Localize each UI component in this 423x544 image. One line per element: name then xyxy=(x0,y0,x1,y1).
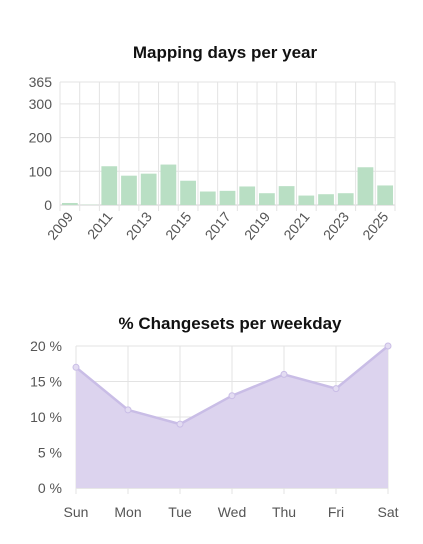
x-tick-label: Tue xyxy=(168,504,192,520)
bar xyxy=(180,180,196,205)
x-tick-label: Sun xyxy=(64,504,89,520)
data-point xyxy=(124,406,132,414)
data-point xyxy=(384,342,392,350)
y-tick-label: 100 xyxy=(29,163,53,179)
bar xyxy=(199,191,216,205)
y-tick-label: 10 % xyxy=(30,409,62,425)
y-tick-label: 300 xyxy=(29,96,53,112)
data-point xyxy=(176,420,184,428)
bar xyxy=(219,190,236,205)
bar xyxy=(377,185,394,205)
bar xyxy=(121,175,137,205)
y-tick-label: 0 xyxy=(44,197,52,213)
bar xyxy=(298,195,315,205)
x-tick-label: 2017 xyxy=(202,208,234,242)
x-tick-label: 2023 xyxy=(320,208,352,242)
y-tick-label: 5 % xyxy=(38,445,62,461)
y-tick-label: 200 xyxy=(29,130,53,146)
y-tick-label: 15 % xyxy=(30,374,62,390)
x-tick-label: 2021 xyxy=(280,208,312,242)
x-tick-label: 2009 xyxy=(44,208,76,242)
chart-title: % Changesets per weekday xyxy=(118,314,342,333)
x-tick-label: 2013 xyxy=(123,208,155,242)
x-tick-label: Mon xyxy=(114,504,141,520)
y-tick-label: 0 % xyxy=(38,480,62,496)
bar xyxy=(278,186,295,205)
data-point xyxy=(72,363,80,371)
x-tick-label: Wed xyxy=(218,504,247,520)
data-point xyxy=(280,370,288,378)
bar xyxy=(337,193,354,205)
bar xyxy=(101,166,118,205)
bar xyxy=(61,202,78,205)
bar xyxy=(357,167,374,205)
x-tick-label: Sat xyxy=(377,504,398,520)
y-tick-label: 365 xyxy=(29,74,53,90)
bar xyxy=(259,193,275,205)
mapping-days-chart: Mapping days per year 0 100 200 300 365 2009 2… xyxy=(0,0,423,270)
data-point xyxy=(332,385,340,393)
bar xyxy=(140,173,157,205)
bar xyxy=(318,194,334,205)
y-tick-label: 20 % xyxy=(30,338,62,354)
changesets-weekday-chart: % Changesets per weekday 0 % 5 % 10 % 15 % 2… xyxy=(0,300,423,544)
x-tick-label: 2011 xyxy=(84,208,116,242)
x-tick-label: 2019 xyxy=(241,208,273,242)
x-tick-label: Thu xyxy=(272,504,296,520)
x-tick-label: 2015 xyxy=(162,208,194,242)
x-tick-label: 2025 xyxy=(359,208,391,242)
chart-title: Mapping days per year xyxy=(132,43,318,62)
bar xyxy=(160,164,177,205)
area-chart-svg: 0 % 5 % 10 % 15 % 20 % Sun Mon Tue Wed Thu Fri Sat xyxy=(30,338,399,520)
x-tick-label: Fri xyxy=(328,504,344,520)
data-point xyxy=(228,392,236,400)
bar xyxy=(239,186,256,205)
